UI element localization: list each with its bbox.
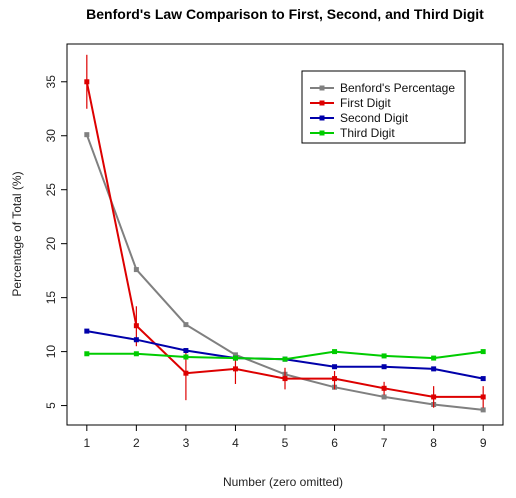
legend-marker — [319, 100, 325, 106]
data-point — [480, 376, 486, 382]
chart-title: Benford's Law Comparison to First, Secon… — [86, 6, 484, 22]
legend-marker — [319, 115, 325, 121]
y-axis: 5 10 15 20 25 30 35 — [44, 75, 67, 409]
data-point — [84, 132, 90, 138]
data-point — [332, 349, 338, 355]
legend-label: Third Digit — [340, 126, 395, 140]
legend-marker — [319, 85, 325, 91]
legend-box — [301, 70, 466, 144]
data-point — [232, 355, 238, 361]
x-tick-label: 8 — [430, 436, 437, 450]
data-point — [480, 394, 486, 400]
y-tick-label: 35 — [44, 75, 58, 89]
data-point — [133, 267, 139, 273]
x-axis-label: Number (zero omitted) — [223, 475, 343, 489]
data-point — [232, 352, 238, 358]
data-point — [332, 376, 338, 382]
data-point — [332, 364, 338, 370]
data-point — [282, 376, 288, 382]
series-first-digit — [84, 54, 486, 408]
data-point — [381, 385, 387, 391]
data-point — [133, 351, 139, 357]
y-tick-label: 25 — [44, 183, 58, 197]
data-point — [133, 337, 139, 343]
data-point — [84, 351, 90, 357]
data-point — [183, 354, 189, 360]
data-point — [84, 79, 90, 85]
data-point — [480, 349, 486, 355]
y-axis-label: Percentage of Total (%) — [10, 171, 24, 296]
data-point — [133, 323, 139, 329]
y-tick-label: 5 — [44, 402, 58, 409]
data-point — [431, 366, 437, 372]
legend-marker — [319, 130, 325, 136]
x-tick-label: 1 — [83, 436, 90, 450]
y-tick-label: 30 — [44, 129, 58, 143]
legend-label: Second Digit — [340, 111, 409, 125]
x-tick-label: 4 — [232, 436, 239, 450]
data-point — [84, 328, 90, 334]
data-point — [480, 407, 486, 413]
data-point — [183, 370, 189, 376]
x-tick-label: 5 — [282, 436, 289, 450]
legend-label: First Digit — [340, 96, 391, 110]
series-layer — [84, 54, 486, 413]
legend-label: Benford's Percentage — [340, 81, 455, 95]
data-point — [282, 356, 288, 362]
data-point — [183, 348, 189, 354]
data-point — [431, 355, 437, 361]
x-tick-label: 9 — [480, 436, 487, 450]
x-tick-label: 3 — [183, 436, 190, 450]
data-point — [183, 322, 189, 328]
data-point — [232, 366, 238, 372]
y-tick-label: 10 — [44, 345, 58, 359]
y-tick-label: 15 — [44, 291, 58, 305]
y-tick-label: 20 — [44, 237, 58, 251]
data-point — [431, 394, 437, 400]
x-tick-label: 2 — [133, 436, 140, 450]
data-point — [381, 394, 387, 400]
x-axis: 1 2 3 4 5 6 7 8 9 — [83, 425, 487, 450]
series-third-digit — [84, 349, 486, 362]
data-point — [381, 364, 387, 370]
data-point — [381, 353, 387, 359]
x-tick-label: 6 — [331, 436, 338, 450]
x-tick-label: 7 — [381, 436, 388, 450]
